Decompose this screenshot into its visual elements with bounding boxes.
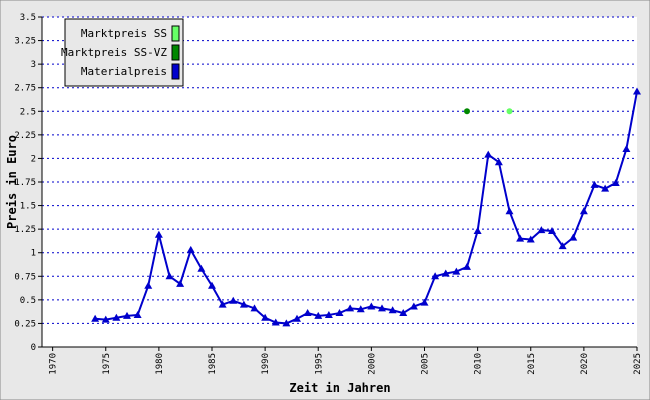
x-tick-label: 2025 [633,353,643,375]
point [463,262,471,270]
point [133,310,142,318]
y-tick-label: 0.5 [20,296,36,306]
point [464,108,470,115]
x-tick-label: 2000 [367,353,377,375]
y-tick-label: 2 [31,154,36,164]
legend-swatch [171,25,180,42]
point [388,306,397,314]
point [282,319,291,327]
point [441,269,450,277]
point [633,87,641,95]
point [420,298,429,306]
legend-box [64,18,184,87]
point [484,150,493,158]
point [526,235,535,243]
point [208,281,216,289]
y-tick-label: 2.25 [14,131,36,141]
x-tick-label: 1990 [261,353,271,375]
y-tick-label: 3.25 [14,37,36,47]
point [473,227,482,235]
point [569,233,578,241]
point [303,309,312,317]
point [314,311,323,319]
point [197,264,206,272]
y-tick-label: 1 [31,249,36,259]
point [293,314,301,322]
point [356,305,365,313]
point [378,304,386,312]
point [590,180,599,188]
x-tick-label: 2020 [580,353,590,375]
x-tick-label: 2005 [421,353,431,375]
point [112,313,121,321]
point [229,296,238,304]
x-tick-label: 1975 [102,353,112,375]
point [601,184,610,192]
y-tick-label: 1.5 [20,202,36,212]
point [431,272,440,280]
point [123,311,131,319]
y-tick-label: 1.75 [14,178,36,188]
x-tick-label: 1985 [208,353,218,375]
point [537,226,546,234]
point [505,207,514,215]
y-tick-label: 3 [31,60,36,70]
y-axis-title: Preis in Euro [5,135,19,229]
point [409,302,418,310]
point [516,234,525,242]
x-axis-title: Zeit in Jahren [289,381,390,395]
y-tick-label: 0.75 [14,272,36,282]
point [452,267,461,275]
point [186,245,195,253]
point [154,230,163,238]
y-tick-label: 2.75 [14,84,36,94]
point [611,178,620,186]
point [506,108,513,115]
x-tick-label: 1970 [49,353,59,375]
point [367,302,376,310]
x-tick-label: 2010 [474,353,484,375]
y-tick-label: 2.5 [20,107,36,117]
point [346,304,355,312]
y-tick-label: 0 [31,343,36,353]
point [250,304,259,312]
point [239,300,248,308]
series-line [95,91,638,325]
x-tick-label: 1995 [314,353,324,375]
point [622,145,631,152]
legend-swatch [171,63,180,80]
legend-swatch [171,44,180,61]
y-tick-label: 1.25 [14,225,36,235]
point [91,314,100,322]
point [165,272,174,280]
y-tick-label: 3.5 [20,13,36,23]
point [144,281,153,289]
x-tick-label: 1980 [155,353,165,375]
legend-label: Materialpreis [81,65,167,78]
legend-label: Marktpreis SS [81,27,167,40]
point [579,207,588,215]
point [218,300,227,308]
point [261,313,270,321]
y-tick-label: 0.25 [14,319,36,329]
point [101,315,110,323]
point [271,318,280,326]
point [399,309,408,317]
point [335,309,344,317]
x-tick-label: 2015 [527,353,537,375]
point [324,310,333,318]
legend-label: Marktpreis SS-VZ [61,46,167,59]
point [558,242,567,250]
point [176,279,185,287]
point [494,158,503,166]
point [548,227,556,235]
